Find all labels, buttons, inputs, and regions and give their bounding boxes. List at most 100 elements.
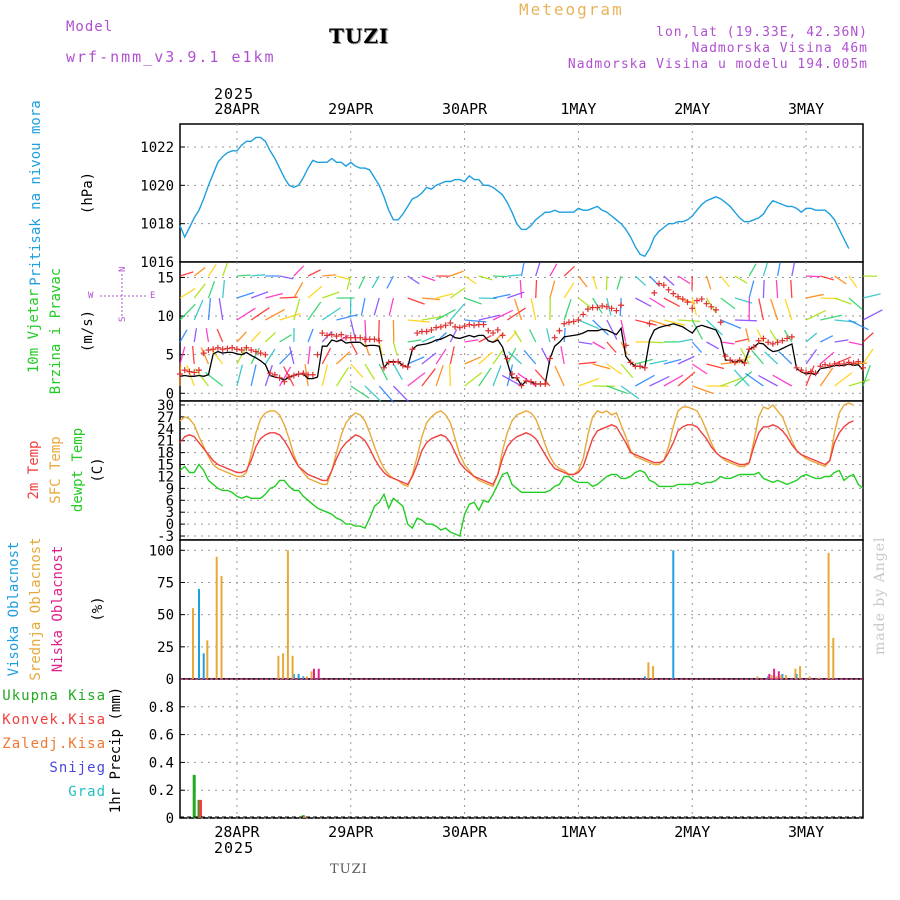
wind-arrow [534, 369, 551, 387]
precip-bar [199, 799, 202, 818]
day-label-bottom: 3MAY [788, 823, 824, 841]
gust-marker [599, 303, 606, 310]
gust-marker [390, 359, 397, 366]
wind-arrow [805, 348, 818, 365]
wind-arrow [734, 275, 748, 284]
wind-arrow [649, 359, 668, 365]
wind-arrow [791, 262, 796, 277]
wind-arrow [222, 262, 229, 277]
temperature-ytick-label: 9 [166, 481, 174, 497]
wind-arrow [706, 319, 723, 336]
wind-arrow [677, 319, 701, 322]
day-label-top: 28APR [214, 100, 260, 118]
wind-arrow [805, 365, 815, 387]
wind-arrow [554, 365, 565, 387]
wind-arrow [745, 328, 750, 343]
wind-arrow [770, 298, 779, 321]
wind-arrow [546, 328, 551, 343]
wind-arrow [421, 352, 437, 365]
wind-arrow [834, 297, 852, 305]
wind-arrow [677, 371, 696, 387]
gust-marker [485, 327, 492, 334]
gust-marker [750, 343, 757, 350]
wind-arrow [820, 275, 834, 281]
gust-marker [471, 322, 478, 329]
wind-arrow [506, 347, 517, 365]
wind-arrow [862, 309, 883, 321]
cloud-bar [775, 676, 778, 679]
wind-arrow [179, 271, 194, 277]
gust-marker [262, 351, 269, 358]
gust-marker [736, 357, 743, 364]
cloud-bar [302, 676, 305, 679]
temperature-ytick-label: -3 [157, 529, 174, 545]
gust-marker [698, 296, 705, 303]
wind-arrow [790, 279, 793, 299]
gust-marker [637, 363, 644, 370]
wind-arrow [364, 319, 367, 343]
gust-marker [414, 330, 421, 337]
wind-arrow [778, 351, 793, 365]
gust-marker [546, 355, 553, 362]
gust-marker [290, 372, 297, 379]
wind-arrow [407, 319, 430, 323]
gust-marker [769, 340, 776, 347]
wind-arrow [506, 364, 514, 387]
wind-arrow [289, 346, 295, 365]
wind-arrow [520, 262, 525, 277]
cloud-bar [672, 550, 675, 679]
wind-arrow [392, 385, 410, 403]
wind-arrow [371, 275, 380, 289]
gust-marker [646, 320, 653, 327]
wind-arrow [834, 339, 849, 343]
wind-arrow [350, 363, 364, 378]
wind-arrow [740, 347, 750, 365]
pressure-axis-label: Pritisak na nivou mora [28, 100, 44, 285]
gust-marker [565, 319, 572, 326]
temperature-ytick-label: 12 [157, 469, 174, 485]
wind-arrow [806, 275, 821, 278]
wind-arrow [751, 349, 764, 365]
cloud-bar [292, 673, 295, 679]
wind-arrow [293, 265, 305, 277]
wind-arrow [207, 280, 216, 299]
gust-marker [580, 311, 587, 318]
gust-marker [774, 339, 781, 346]
gust-marker [295, 370, 302, 377]
wind-arrow [563, 265, 575, 277]
wind-arrow [848, 275, 858, 288]
wind-arrow [449, 302, 466, 321]
precip-legend-label: Grad [68, 784, 106, 800]
wind-arrow [321, 364, 328, 387]
gust-marker [670, 290, 677, 297]
cloud-bar [202, 653, 205, 679]
gust-marker [271, 371, 278, 378]
day-label-bottom: 29APR [328, 823, 374, 841]
wind-arrow [193, 299, 204, 321]
cloud-bar [647, 662, 650, 679]
wind-arrow [335, 367, 349, 387]
wind-arrow [862, 332, 874, 343]
gust-marker [855, 358, 862, 365]
wind-arrow [250, 331, 261, 343]
wind-arrow [772, 374, 793, 387]
precip-unit-label: 1hr Precip (mm) [108, 687, 124, 813]
wind-arrow [478, 275, 493, 281]
wind-arrow [762, 262, 769, 277]
wind-arrow [449, 346, 455, 365]
wind-arrow [364, 363, 375, 380]
wind-arrow [350, 385, 370, 399]
gust-marker [841, 360, 848, 367]
wind-arrow [407, 356, 425, 365]
wind-arrow [435, 293, 454, 299]
temperature-ytick-label: 0 [166, 517, 174, 533]
wind-arrow [448, 363, 452, 387]
gust-marker [570, 318, 577, 325]
gust-marker [252, 348, 259, 355]
wind-arrow [407, 372, 426, 387]
wind-arrow [200, 347, 210, 365]
wind-arrow [528, 329, 537, 343]
wind-arrow [322, 291, 340, 299]
